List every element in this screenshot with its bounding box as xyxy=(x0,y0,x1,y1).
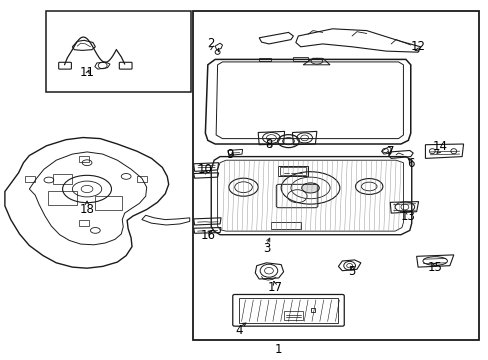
Text: 2: 2 xyxy=(207,37,215,50)
Text: 12: 12 xyxy=(410,40,425,53)
Text: 4: 4 xyxy=(235,324,243,337)
Bar xyxy=(53,174,72,184)
Ellipse shape xyxy=(301,183,319,193)
Bar xyxy=(238,298,338,323)
Text: 11: 11 xyxy=(80,66,94,78)
Bar xyxy=(277,166,307,176)
Text: 8: 8 xyxy=(264,138,272,150)
Text: 9: 9 xyxy=(225,148,233,161)
Text: 1: 1 xyxy=(274,343,282,356)
Bar xyxy=(48,191,77,205)
Bar xyxy=(293,57,307,61)
Text: 15: 15 xyxy=(427,261,442,274)
Text: 5: 5 xyxy=(347,265,355,278)
Bar xyxy=(25,176,35,182)
Text: 17: 17 xyxy=(267,281,282,294)
Bar xyxy=(79,220,89,226)
Bar xyxy=(283,311,303,320)
Bar xyxy=(271,222,300,229)
Text: 13: 13 xyxy=(400,210,415,222)
Text: 16: 16 xyxy=(201,229,215,242)
Text: 6: 6 xyxy=(406,157,414,170)
Text: 18: 18 xyxy=(80,203,94,216)
Bar xyxy=(79,156,89,162)
Bar xyxy=(193,11,478,340)
Text: 3: 3 xyxy=(262,242,270,255)
Bar xyxy=(95,196,122,210)
Bar xyxy=(137,176,146,182)
Bar xyxy=(259,58,271,61)
Text: 10: 10 xyxy=(198,163,212,176)
Text: 7: 7 xyxy=(386,145,394,158)
Bar xyxy=(46,11,190,92)
Text: 14: 14 xyxy=(432,140,447,153)
Bar xyxy=(279,167,305,175)
